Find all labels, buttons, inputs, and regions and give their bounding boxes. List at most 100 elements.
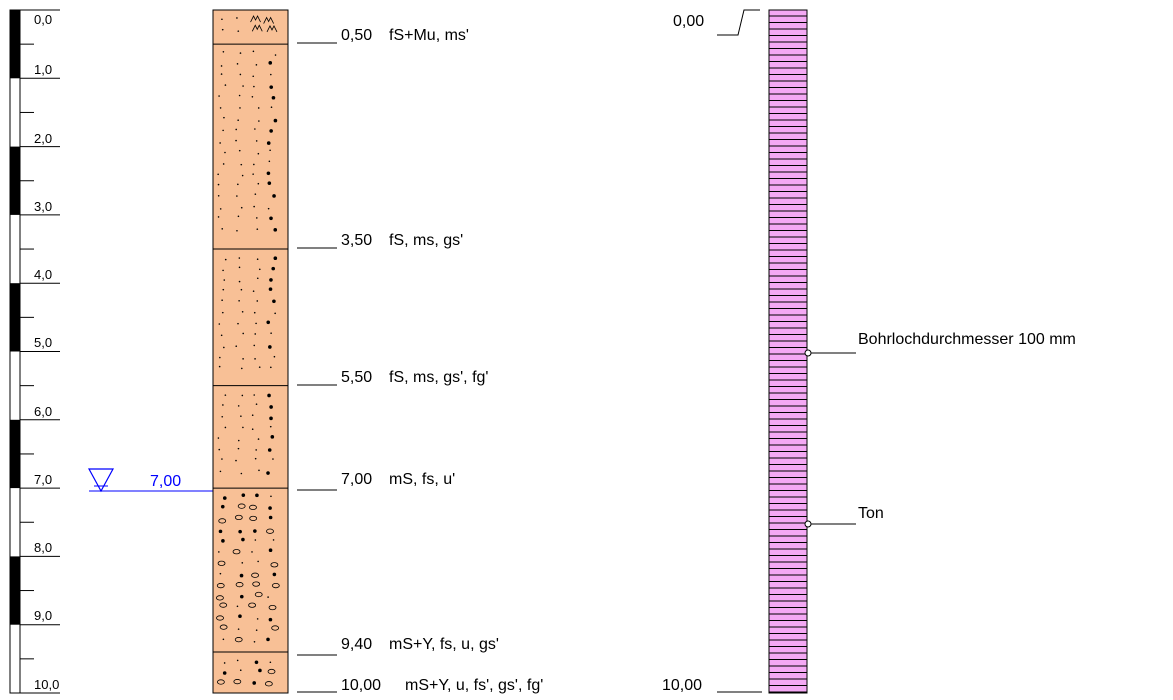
gravel-symbol-icon — [232, 549, 241, 555]
medium-sand-dot — [222, 671, 227, 675]
coarse-sand-dot — [268, 345, 272, 349]
medium-sand-dot — [268, 515, 273, 520]
medium-sand-dot — [257, 560, 259, 563]
fine-sand-dot — [221, 299, 223, 301]
fine-sand-dot — [268, 160, 271, 163]
humus-symbol-icon — [263, 16, 274, 24]
fine-sand-dot — [251, 414, 254, 417]
depth-scale-block — [10, 283, 20, 352]
fine-sand-dot — [217, 194, 220, 197]
gravel-symbol-icon — [234, 637, 243, 643]
medium-sand-dot — [269, 661, 272, 664]
medium-sand-dot — [241, 562, 244, 564]
fine-sand-dot — [238, 94, 241, 97]
fine-sand-dot — [239, 107, 241, 109]
fine-sand-dot — [270, 73, 272, 76]
gravel-symbol-icon — [249, 504, 257, 511]
coarse-sand-dot — [270, 435, 275, 439]
gravel-symbol-icon — [217, 560, 226, 566]
fine-sand-dot — [274, 54, 277, 56]
fine-sand-dot — [235, 345, 238, 347]
fine-sand-dot — [219, 470, 222, 473]
coarse-sand-dot — [268, 287, 273, 291]
well-seal-fill — [769, 10, 807, 693]
coarse-sand-dot — [273, 118, 278, 123]
annotation-text: Ton — [858, 505, 884, 522]
medium-sand-dot — [268, 617, 273, 622]
fine-sand-dot — [239, 73, 242, 76]
depth-label: 10,0 — [34, 677, 59, 692]
fine-sand-dot — [237, 30, 240, 32]
gravel-symbol-icon — [235, 582, 244, 588]
fine-sand-dot — [258, 268, 261, 271]
medium-sand-dot — [253, 529, 257, 533]
fine-sand-dot — [255, 449, 257, 451]
fine-sand-dot — [236, 17, 238, 19]
medium-sand-dot — [252, 681, 257, 685]
fine-sand-dot — [241, 310, 244, 313]
coarse-sand-dot — [271, 95, 276, 100]
fine-sand-dot — [240, 163, 243, 166]
fine-sand-dot — [254, 333, 257, 335]
fine-sand-dot — [224, 151, 226, 154]
fine-sand-dot — [253, 205, 255, 208]
fine-sand-dot — [219, 356, 221, 359]
column-frame — [212, 9, 289, 694]
fine-sand-dot — [237, 405, 240, 407]
coarse-sand-dot — [266, 141, 271, 145]
fine-sand-dot — [218, 365, 221, 368]
fine-sand-dot — [253, 394, 256, 396]
fine-sand-dot — [237, 183, 239, 186]
fine-sand-dot — [238, 299, 240, 302]
fine-sand-dot — [267, 207, 270, 210]
fine-sand-dot — [254, 358, 256, 360]
fine-sand-dot — [257, 107, 260, 109]
medium-sand-dot — [218, 529, 223, 534]
depth-scale-block — [10, 146, 20, 215]
fine-sand-dot — [218, 323, 221, 325]
fine-sand-dot — [222, 163, 225, 165]
fine-sand-dot — [237, 119, 239, 122]
medium-sand-dot — [254, 539, 257, 541]
medium-sand-dot — [239, 669, 242, 671]
layer-depth: 10,00 — [341, 677, 381, 694]
gravel-symbol-icon — [271, 582, 280, 589]
fine-sand-dot — [242, 426, 244, 429]
coarse-sand-dot — [272, 299, 276, 304]
medium-sand-dot — [220, 504, 225, 509]
fine-sand-dot — [218, 448, 221, 451]
depth-label: 0,0 — [34, 12, 52, 27]
medium-sand-dot — [238, 529, 242, 534]
layer-text: fS, ms, gs', fg' — [389, 369, 488, 386]
medium-sand-dot — [256, 618, 259, 620]
fine-sand-dot — [217, 216, 220, 218]
gravel-symbol-icon — [234, 514, 243, 521]
fine-sand-dot — [217, 173, 219, 176]
gravel-symbol-icon — [248, 602, 257, 608]
fine-sand-dot — [236, 63, 239, 65]
fine-sand-dot — [269, 425, 272, 428]
gravel-symbol-icon — [266, 528, 274, 534]
gravel-symbol-icon — [254, 591, 263, 598]
fine-sand-dot — [255, 322, 257, 325]
medium-sand-dot — [236, 605, 239, 608]
layer-description: 3,50 fS, ms, gs' — [297, 232, 463, 249]
gravel-symbol-icon — [218, 518, 227, 524]
medium-sand-dot — [219, 572, 222, 575]
fine-sand-dot — [219, 208, 222, 210]
gravel-symbol-icon — [270, 562, 279, 568]
fine-sand-dot — [222, 288, 225, 291]
depth-label: 2,0 — [34, 131, 52, 146]
fine-sand-dot — [221, 311, 224, 314]
fine-sand-dot — [238, 257, 241, 259]
medium-sand-dot — [222, 496, 227, 500]
medium-sand-dot — [255, 493, 259, 498]
layer-text: mS+Y, fs, u, gs' — [389, 636, 499, 653]
fine-sand-dot — [252, 75, 255, 78]
fine-sand-dot — [238, 280, 241, 283]
fine-sand-dot — [257, 438, 260, 440]
fine-sand-dot — [254, 128, 256, 130]
fine-sand-dot — [237, 439, 240, 442]
fine-sand-dot — [220, 65, 223, 67]
layer-depth: 7,00 — [341, 471, 372, 488]
